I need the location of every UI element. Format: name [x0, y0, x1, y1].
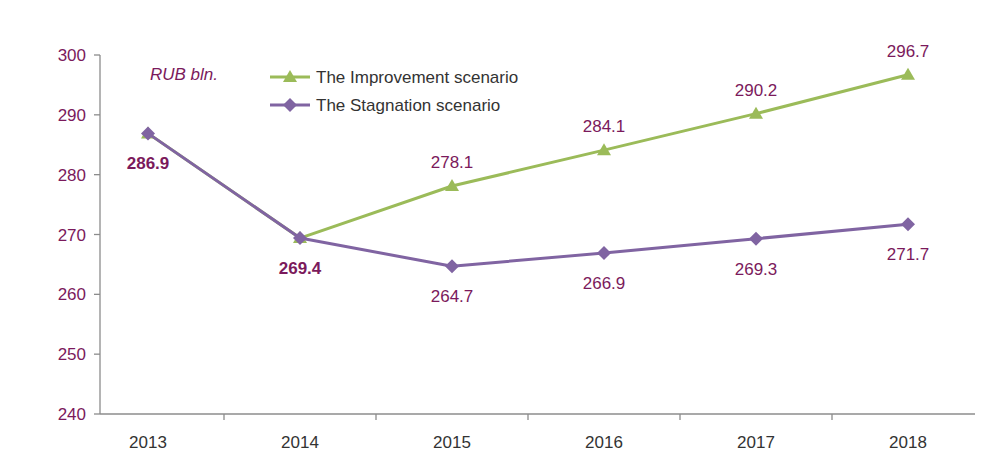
- x-tick: [679, 414, 680, 420]
- data-label: 278.1: [431, 153, 474, 172]
- series-line: [148, 133, 908, 266]
- x-tick-label: 2015: [433, 433, 471, 452]
- plot-area: [141, 68, 915, 273]
- marker: [749, 232, 763, 246]
- marker: [293, 231, 307, 245]
- x-tick-label: 2017: [737, 433, 775, 452]
- data-label: 296.7: [887, 42, 930, 61]
- y-tick-label: 300: [58, 46, 86, 65]
- data-label: 290.2: [735, 81, 778, 100]
- x-tick-label: 2013: [129, 433, 167, 452]
- x-tick: [223, 414, 224, 420]
- legend-label: The Stagnation scenario: [316, 96, 500, 115]
- marker: [597, 143, 611, 155]
- marker: [445, 259, 459, 273]
- chart-svg: 240 250 260 270 280 290 300 2013 2014 2015 2016 201…: [0, 0, 1004, 471]
- data-label: 269.4: [279, 259, 322, 278]
- marker: [901, 68, 915, 80]
- y-tick: [94, 234, 100, 235]
- chart-container: 240 250 260 270 280 290 300 2013 2014 2015 2016 201…: [0, 0, 1004, 471]
- y-tick-label: 280: [58, 166, 86, 185]
- y-tick-label: 250: [58, 345, 86, 364]
- marker: [445, 179, 459, 191]
- legend: The Improvement scenario The Stagnation s…: [270, 68, 518, 115]
- y-tick: [94, 413, 100, 414]
- marker: [749, 107, 763, 119]
- x-tick: [527, 414, 528, 420]
- y-tick-label: 260: [58, 285, 86, 304]
- marker: [141, 126, 155, 140]
- data-labels: 278.1 284.1 290.2 296.7 286.9 269.4 264.7 266.9…: [127, 42, 930, 306]
- legend-marker: [283, 70, 297, 82]
- x-tick: [831, 414, 832, 420]
- x-axis-line: [100, 413, 975, 414]
- legend-label: The Improvement scenario: [316, 68, 518, 87]
- y-tick-label: 240: [58, 405, 86, 424]
- y-tick: [94, 54, 100, 55]
- y-tick-label: 290: [58, 106, 86, 125]
- y-axis-label: RUB bln.: [150, 65, 218, 84]
- x-tick-label: 2016: [585, 433, 623, 452]
- data-label: 271.7: [887, 245, 930, 264]
- data-label: 284.1: [583, 117, 626, 136]
- data-label: 269.3: [735, 260, 778, 279]
- y-tick: [94, 294, 100, 295]
- marker: [597, 246, 611, 260]
- x-tick: [375, 414, 376, 420]
- x-tick-label: 2018: [889, 433, 927, 452]
- legend-marker: [283, 98, 297, 112]
- y-tick: [94, 174, 100, 175]
- marker: [901, 217, 915, 231]
- x-tick-label: 2014: [281, 433, 319, 452]
- data-label: 266.9: [583, 274, 626, 293]
- data-label: 264.7: [431, 287, 474, 306]
- y-tick: [94, 354, 100, 355]
- data-label: 286.9: [127, 154, 170, 173]
- y-tick: [94, 114, 100, 115]
- y-tick-label: 270: [58, 226, 86, 245]
